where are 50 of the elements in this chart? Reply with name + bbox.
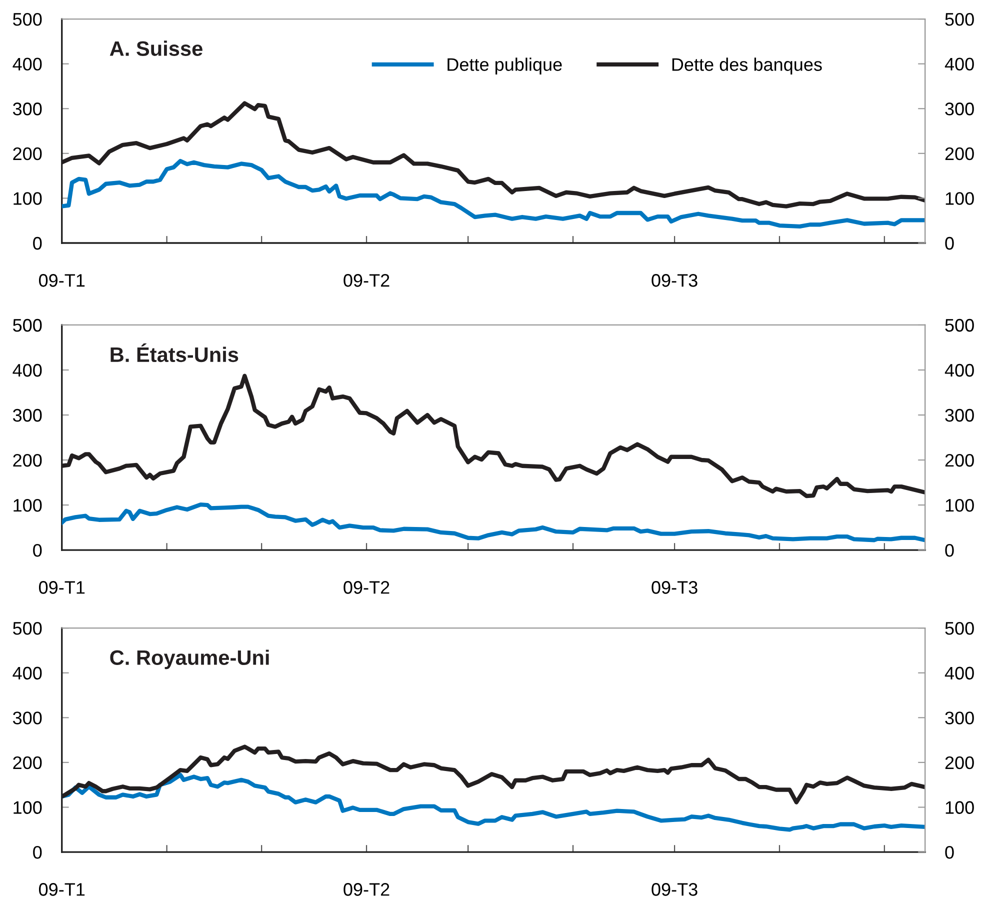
x-tick-label: 09-T3 [652, 581, 698, 594]
y-tick-label: 0 [33, 544, 42, 557]
text: A. Suisse [110, 40, 202, 56]
y-tick-label: 500 [13, 12, 42, 26]
x-tick-label: 09-T1 [38, 274, 85, 287]
text: B. États-Unis [110, 343, 238, 362]
x-tick-label: 09-T2 [344, 581, 390, 594]
y2-tick-label: 500 [945, 318, 974, 332]
x-tick-label: 09-T3 [652, 883, 698, 896]
x-tick-label: 09-T2 [344, 274, 390, 287]
y2-tick-label: 200 [945, 454, 974, 467]
y2-tick-label: 500 [945, 622, 974, 635]
legend-label: Dette publique [448, 58, 562, 75]
x-tick-label: 09-T3 [652, 274, 698, 287]
y2-tick-label: 100 [946, 801, 974, 814]
y2-tick-label: 300 [945, 102, 974, 116]
y2-tick-label: 400 [944, 666, 974, 680]
y-tick-label: 500 [13, 318, 42, 332]
y2-tick-label: 100 [946, 498, 974, 512]
y-tick-label: 0 [33, 236, 42, 250]
text: C. Royaume-Uni [110, 650, 269, 670]
y-tick-label: 400 [12, 666, 42, 680]
x-tick-label: 09-T1 [38, 883, 85, 896]
y-tick-label: 200 [13, 147, 42, 160]
y-tick-label: 300 [12, 408, 42, 422]
y2-tick-label: 200 [945, 147, 974, 160]
y2-tick-label: 400 [944, 58, 974, 71]
y2-tick-label: 0 [945, 846, 954, 859]
y2-tick-label: 100 [946, 192, 974, 205]
legend-label: Dette des banques [672, 58, 822, 75]
y2-tick-label: 400 [944, 364, 974, 377]
y2-tick-label: 300 [945, 408, 974, 422]
y2-tick-label: 0 [945, 544, 954, 557]
x-tick-label: 09-T1 [38, 581, 85, 594]
y-tick-label: 300 [12, 712, 42, 724]
y-tick-label: 200 [13, 454, 42, 467]
y-tick-label: 100 [14, 192, 42, 205]
y-tick-label: 100 [14, 801, 42, 814]
y-tick-label: 0 [33, 846, 42, 859]
y2-tick-label: 500 [945, 12, 974, 26]
y-tick-label: 400 [12, 58, 42, 71]
y2-tick-label: 0 [945, 236, 954, 250]
x-tick-label: 09-T2 [344, 883, 390, 896]
y-tick-label: 200 [13, 756, 42, 770]
y-tick-label: 500 [13, 622, 42, 635]
y2-tick-label: 200 [945, 756, 974, 770]
y-tick-label: 300 [12, 102, 42, 116]
y-tick-label: 100 [14, 498, 42, 512]
y2-tick-label: 300 [945, 712, 974, 724]
y-tick-label: 400 [12, 364, 42, 377]
